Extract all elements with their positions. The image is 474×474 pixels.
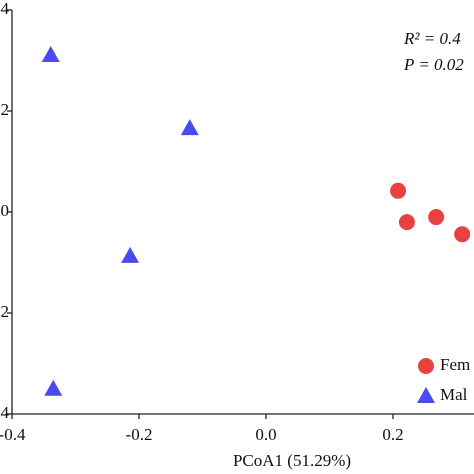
point — [454, 226, 471, 243]
y-tick-label: 0.2 — [0, 100, 9, 119]
x-tick-label: -0.2 — [126, 425, 153, 444]
point — [398, 214, 415, 231]
point — [428, 209, 445, 226]
legend-marker — [417, 387, 435, 403]
y-tick-label: 0.0 — [0, 201, 9, 220]
annotation: R² = 0.4 — [403, 29, 461, 48]
point — [180, 119, 199, 136]
point — [390, 182, 407, 199]
x-tick-label: 0.2 — [382, 425, 403, 444]
y-tick-label: 0.4 — [0, 0, 10, 18]
point — [44, 379, 63, 396]
point — [121, 246, 140, 263]
y-tick-label: -0.2 — [0, 302, 9, 321]
x-axis-label: PCoA1 (51.29%) — [233, 451, 351, 470]
y-tick-label: -0.4 — [0, 403, 9, 422]
x-tick-label: 0.0 — [255, 425, 276, 444]
annotation: P = 0.02 — [403, 55, 464, 74]
x-tick-label: -0.4 — [0, 425, 26, 444]
legend-label: Mal — [440, 385, 468, 404]
legend-marker — [418, 358, 434, 374]
legend-label: Fem — [440, 355, 470, 374]
point — [41, 45, 60, 62]
